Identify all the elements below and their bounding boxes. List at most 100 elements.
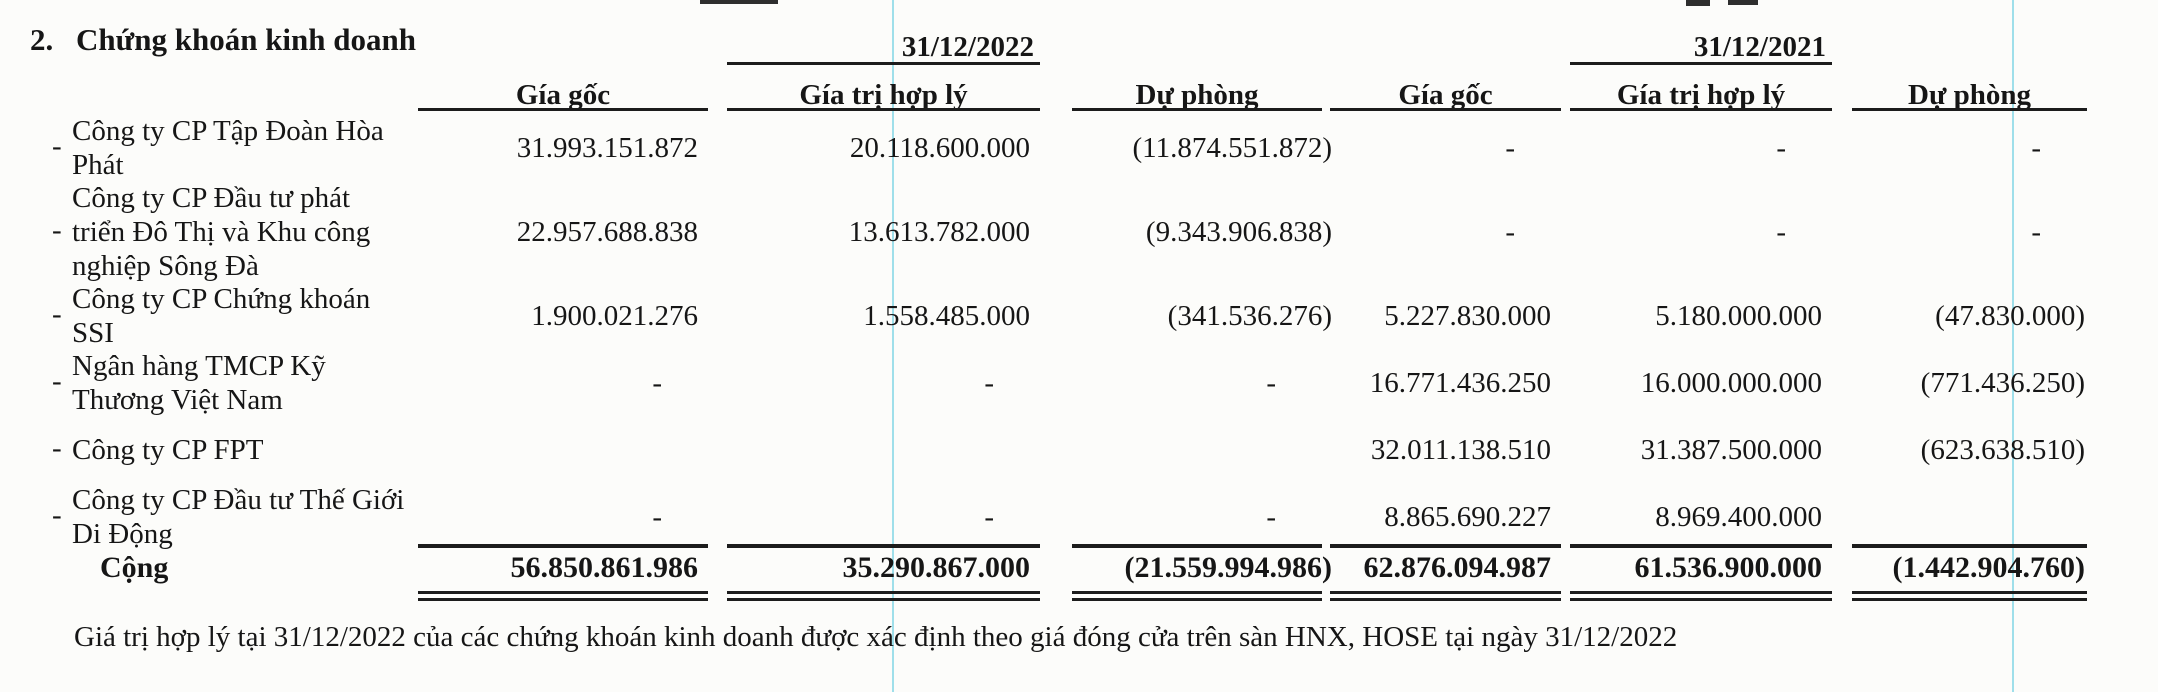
fairvalue-2021: 16.000.000.000: [1640, 366, 1822, 399]
column-header-fairvalue-2021: Gía trị hợp lý: [1616, 79, 1786, 111]
cost-2021: -: [1505, 131, 1515, 164]
fairvalue-2021: 31.387.500.000: [1640, 433, 1822, 466]
column-header-provision-2021: Dự phòng: [1908, 79, 2031, 111]
table-row: - Công ty CP Chứng khoán SSI 1.900.021.2…: [0, 282, 2158, 350]
total-double-underline: [418, 598, 708, 601]
row-dash-marker: -: [52, 213, 62, 246]
provision-2022: (9.343.906.838): [1145, 215, 1332, 248]
total-fairvalue-2021: 61.536.900.000: [1634, 551, 1823, 584]
provision-2022: -: [1266, 500, 1276, 533]
fairvalue-2022: -: [984, 366, 994, 399]
column-header-cost-2022: Gía gốc: [515, 79, 611, 111]
period-underline-2021: [1570, 62, 1832, 65]
period-underline-2022: [727, 62, 1040, 65]
total-topline: [1072, 544, 1322, 548]
total-double-underline: [727, 591, 1040, 594]
scan-artifact-cyan-line: [2012, 0, 2014, 692]
fairvalue-2021: 5.180.000.000: [1655, 299, 1822, 332]
row-dash-marker: -: [52, 364, 62, 397]
scan-artifact-smudge: [1686, 0, 1710, 6]
scan-artifact-smudge: [1728, 0, 1758, 5]
total-cost-2021: 62.876.094.987: [1363, 551, 1552, 584]
provision-2022: -: [1266, 366, 1276, 399]
column-underline: [1852, 108, 2087, 111]
column-header-cost-2021: Gía gốc: [1398, 79, 1493, 111]
fairvalue-2022: 1.558.485.000: [863, 299, 1030, 332]
security-name: Công ty CP Tập Đoàn Hòa Phát: [72, 115, 384, 181]
security-name: Công ty CP Chứng khoán SSI: [72, 283, 371, 349]
total-double-underline: [1330, 591, 1561, 594]
row-dash-marker: -: [52, 129, 62, 162]
column-underline: [727, 108, 1040, 111]
total-topline: [1852, 544, 2087, 548]
cost-2021: 8.865.690.227: [1384, 500, 1551, 533]
total-double-underline: [1852, 591, 2087, 594]
total-topline: [1330, 544, 1561, 548]
cost-2021: 16.771.436.250: [1369, 366, 1551, 399]
security-name: Công ty CP Đầu tư phát triển Đô Thị và K…: [72, 182, 371, 282]
provision-2022: (11.874.551.872): [1132, 131, 1333, 164]
fairvalue-2021: 8.969.400.000: [1655, 500, 1822, 533]
cost-2022: 22.957.688.838: [516, 215, 698, 248]
provision-2021: -: [2031, 131, 2041, 164]
cost-2022: -: [652, 366, 662, 399]
cost-2021: -: [1505, 215, 1515, 248]
total-double-underline: [1570, 591, 1832, 594]
row-dash-marker: -: [52, 431, 62, 464]
cost-2021: 5.227.830.000: [1384, 299, 1551, 332]
column-header-provision-2022: Dự phòng: [1135, 79, 1259, 111]
security-name: Công ty CP Đầu tư Thế Giới Di Động: [72, 484, 405, 550]
provision-2021: [1852, 482, 2087, 552]
section-title: Chứng khoán kinh doanh: [76, 22, 417, 57]
provision-2021: (771.436.250): [1920, 366, 2085, 399]
security-name: Ngân hàng TMCP Kỹ Thương Việt Nam: [72, 350, 326, 416]
column-underline: [1330, 108, 1561, 111]
total-cost-2022: 56.850.861.986: [510, 551, 699, 584]
provision-2021: (623.638.510): [1920, 433, 2085, 466]
row-dash-marker: -: [52, 297, 62, 330]
total-double-underline: [727, 598, 1040, 601]
total-double-underline: [1072, 598, 1322, 601]
fairvalue-2021: -: [1776, 131, 1786, 164]
table-row: - Công ty CP Đầu tư phát triển Đô Thị và…: [0, 180, 2158, 284]
total-fairvalue-2022: 35.290.867.000: [842, 551, 1031, 584]
table-row: - Công ty CP Đầu tư Thế Giới Di Động - -…: [0, 482, 2158, 552]
fair-value-footnote: Giá trị hợp lý tại 31/12/2022 của các ch…: [74, 621, 1678, 653]
total-topline: [727, 544, 1040, 548]
column-underline: [418, 108, 708, 111]
fairvalue-2022: 20.118.600.000: [849, 131, 1030, 164]
total-double-underline: [1330, 598, 1561, 601]
period-header-2021: 31/12/2021: [1693, 31, 1826, 63]
total-label: Cộng: [100, 551, 169, 584]
cost-2022: -: [652, 500, 662, 533]
total-provision-2022: (21.559.994.986): [1124, 551, 1332, 584]
fairvalue-2022: -: [984, 500, 994, 533]
cost-2022: [418, 432, 708, 468]
total-double-underline: [1852, 598, 2087, 601]
provision-2021: -: [2031, 215, 2041, 248]
column-header-fairvalue-2022: Gía trị hợp lý: [799, 79, 968, 111]
table-row: - Ngân hàng TMCP Kỹ Thương Việt Nam - - …: [0, 350, 2158, 416]
row-dash-marker: -: [52, 498, 62, 531]
total-provision-2021: (1.442.904.760): [1892, 551, 2085, 584]
provision-2021: (47.830.000): [1935, 299, 2085, 332]
provision-2022: (341.536.276): [1167, 299, 1332, 332]
total-double-underline: [1570, 598, 1832, 601]
total-row: Cộng 56.850.861.986 35.290.867.000 (21.5…: [0, 548, 2158, 588]
cost-2022: 31.993.151.872: [516, 131, 698, 164]
cost-2022: 1.900.021.276: [531, 299, 698, 332]
fairvalue-2022: [727, 432, 1040, 468]
provision-2022: [1072, 432, 1322, 468]
security-name: Công ty CP FPT: [72, 434, 264, 466]
total-topline: [1570, 544, 1832, 548]
total-double-underline: [1072, 591, 1322, 594]
cost-2021: 32.011.138.510: [1370, 433, 1551, 466]
total-double-underline: [418, 591, 708, 594]
table-row: - Công ty CP Tập Đoàn Hòa Phát 31.993.15…: [0, 112, 2158, 184]
scan-artifact-smudge: [700, 0, 778, 4]
column-underline: [1072, 108, 1322, 111]
total-topline: [418, 544, 708, 548]
column-underline: [1570, 108, 1832, 111]
fairvalue-2022: 13.613.782.000: [848, 215, 1030, 248]
